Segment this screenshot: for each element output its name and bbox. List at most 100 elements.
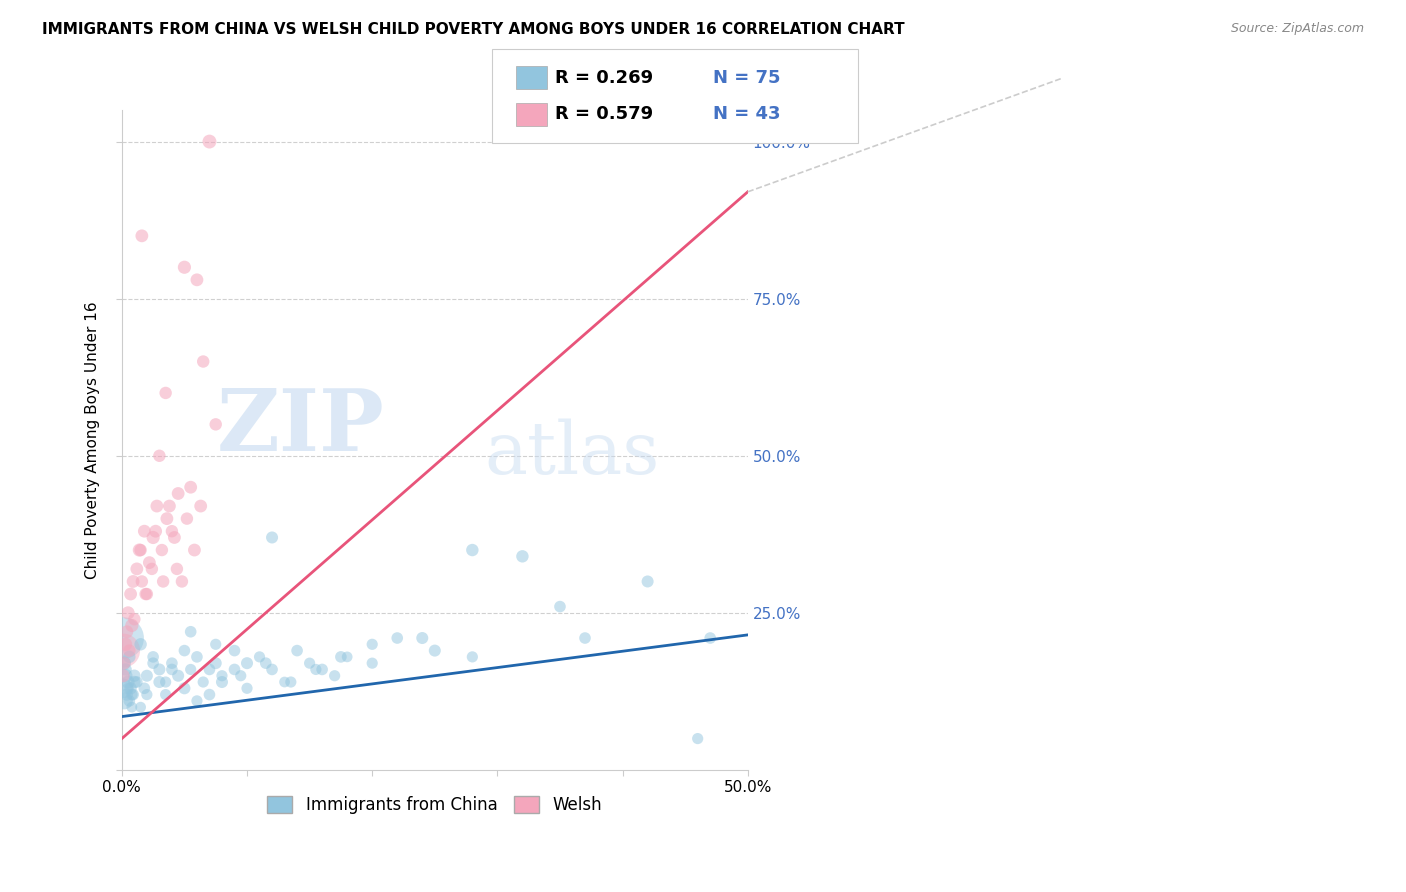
Point: [180, 663, 202, 677]
Point: [129, 700, 152, 714]
Point: [173, 681, 195, 696]
Point: [118, 649, 141, 664]
Point: [336, 649, 359, 664]
Y-axis label: Child Poverty Among Boys Under 16: Child Poverty Among Boys Under 16: [86, 301, 100, 579]
Point: [121, 700, 143, 714]
Point: [120, 587, 142, 601]
Point: [152, 574, 174, 589]
Point: [128, 543, 150, 558]
Point: [124, 669, 146, 683]
Point: [236, 656, 259, 670]
Text: Source: ZipAtlas.com: Source: ZipAtlas.com: [1230, 22, 1364, 36]
Point: [112, 643, 135, 657]
Point: [305, 663, 328, 677]
Point: [142, 649, 165, 664]
Point: [112, 631, 135, 645]
Point: [190, 499, 212, 513]
Point: [387, 631, 409, 645]
Point: [118, 694, 141, 708]
Point: [121, 618, 143, 632]
Point: [224, 643, 246, 657]
Point: [114, 669, 136, 683]
Point: [114, 637, 136, 651]
Point: [135, 587, 157, 601]
Point: [236, 681, 259, 696]
Point: [273, 675, 295, 690]
Point: [186, 649, 208, 664]
Point: [173, 260, 195, 275]
Point: [160, 524, 183, 539]
Point: [135, 587, 157, 601]
Point: [193, 675, 215, 690]
Point: [198, 688, 221, 702]
Point: [204, 637, 226, 651]
Point: [134, 681, 156, 696]
Point: [112, 656, 135, 670]
Point: [122, 574, 145, 589]
Point: [150, 543, 173, 558]
Point: [204, 417, 226, 432]
Point: [637, 574, 659, 589]
Text: N = 43: N = 43: [713, 105, 780, 123]
Point: [112, 669, 135, 683]
Point: [129, 543, 152, 558]
Point: [141, 562, 163, 576]
Point: [204, 656, 226, 670]
Point: [135, 688, 157, 702]
Point: [155, 675, 177, 690]
Point: [115, 688, 138, 702]
Point: [135, 669, 157, 683]
Point: [229, 669, 252, 683]
Point: [176, 511, 198, 525]
Point: [193, 354, 215, 368]
Point: [173, 643, 195, 657]
Point: [249, 649, 271, 664]
Point: [148, 449, 170, 463]
Point: [131, 228, 153, 243]
Point: [124, 612, 146, 626]
Point: [155, 386, 177, 401]
Point: [146, 499, 169, 513]
Point: [120, 681, 142, 696]
Legend: Immigrants from China, Welsh: Immigrants from China, Welsh: [260, 789, 609, 821]
Point: [180, 480, 202, 494]
Point: [117, 675, 139, 690]
Text: atlas: atlas: [485, 418, 661, 489]
Point: [423, 643, 446, 657]
Point: [329, 649, 352, 664]
Point: [280, 675, 302, 690]
Point: [142, 531, 165, 545]
Point: [129, 637, 152, 651]
Point: [211, 675, 233, 690]
Point: [156, 511, 179, 525]
Point: [112, 694, 135, 708]
Point: [118, 643, 141, 657]
Text: R = 0.269: R = 0.269: [555, 69, 654, 87]
Point: [686, 731, 709, 746]
Point: [121, 688, 143, 702]
Point: [115, 624, 138, 639]
Point: [124, 675, 146, 690]
Point: [461, 649, 484, 664]
Text: IMMIGRANTS FROM CHINA VS WELSH CHILD POVERTY AMONG BOYS UNDER 16 CORRELATION CHA: IMMIGRANTS FROM CHINA VS WELSH CHILD POV…: [42, 22, 905, 37]
Point: [461, 543, 484, 558]
Text: N = 75: N = 75: [713, 69, 780, 87]
Point: [160, 663, 183, 677]
Point: [411, 631, 433, 645]
Point: [186, 694, 208, 708]
Point: [298, 656, 321, 670]
Point: [211, 669, 233, 683]
Point: [122, 688, 145, 702]
Point: [163, 531, 186, 545]
Point: [361, 637, 384, 651]
Point: [170, 574, 193, 589]
Point: [548, 599, 571, 614]
Point: [183, 543, 205, 558]
Point: [117, 606, 139, 620]
Text: R = 0.579: R = 0.579: [555, 105, 654, 123]
Point: [323, 669, 346, 683]
Point: [254, 656, 277, 670]
Point: [134, 524, 156, 539]
Point: [574, 631, 596, 645]
Text: ZIP: ZIP: [217, 384, 385, 469]
